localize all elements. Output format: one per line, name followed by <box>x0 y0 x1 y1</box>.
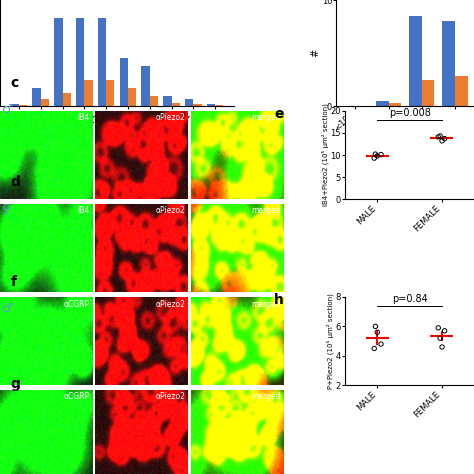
Text: h: h <box>274 293 284 307</box>
Text: αCGRP: αCGRP <box>64 392 90 401</box>
Bar <box>193 104 201 106</box>
Text: merged: merged <box>251 392 281 401</box>
Bar <box>84 80 92 106</box>
Text: p=0.84: p=0.84 <box>392 294 428 304</box>
Bar <box>119 57 128 106</box>
Text: e: e <box>274 107 284 121</box>
Text: ♂: ♂ <box>2 102 14 116</box>
Point <box>371 345 378 352</box>
Bar <box>409 16 422 106</box>
Point <box>441 135 448 142</box>
Bar <box>106 80 114 106</box>
Point <box>435 324 442 332</box>
Point <box>377 151 385 158</box>
X-axis label: area: area <box>394 143 416 153</box>
Text: αPiezo2: αPiezo2 <box>155 300 185 309</box>
Point <box>438 343 446 351</box>
Point <box>372 323 379 330</box>
Text: αPiezo2: αPiezo2 <box>155 207 185 216</box>
Point <box>371 155 378 162</box>
Bar <box>215 105 223 106</box>
Bar <box>41 99 49 106</box>
Point <box>437 334 444 342</box>
Bar <box>19 105 27 106</box>
Bar <box>163 96 172 106</box>
Text: ♂: ♂ <box>2 301 14 315</box>
Text: αPiezo2: αPiezo2 <box>155 113 185 122</box>
Bar <box>150 96 158 106</box>
Y-axis label: IB4+Piezo2 (10⁵ μm² section): IB4+Piezo2 (10⁵ μm² section) <box>322 103 329 207</box>
Text: c: c <box>10 76 18 90</box>
Bar <box>54 18 63 106</box>
Y-axis label: #: # <box>310 49 320 57</box>
Text: f: f <box>10 275 17 289</box>
Text: g: g <box>10 377 20 391</box>
Bar <box>32 89 41 106</box>
Bar <box>10 103 19 106</box>
Bar <box>422 80 435 106</box>
Text: αCGRP: αCGRP <box>64 300 90 309</box>
Bar <box>389 103 401 106</box>
Bar <box>442 21 455 106</box>
Text: ♀: ♀ <box>2 202 11 215</box>
Text: merged: merged <box>251 300 281 309</box>
Point <box>377 340 385 348</box>
Point <box>438 137 446 145</box>
Bar <box>76 18 84 106</box>
Text: p=0.008: p=0.008 <box>389 108 430 118</box>
Text: d: d <box>10 175 20 190</box>
Text: IB4: IB4 <box>78 113 90 122</box>
Text: b: b <box>302 0 312 1</box>
Bar <box>455 76 468 106</box>
Point <box>441 327 448 335</box>
Bar <box>207 103 215 106</box>
X-axis label: diameter: diameter <box>95 136 139 146</box>
Bar <box>128 89 136 106</box>
Text: merged: merged <box>251 113 281 122</box>
Text: IB4: IB4 <box>78 207 90 216</box>
Text: merged: merged <box>251 207 281 216</box>
Bar <box>376 101 389 106</box>
Bar <box>98 18 106 106</box>
Y-axis label: P+Piezo2 (10⁵ μm² section): P+Piezo2 (10⁵ μm² section) <box>327 293 334 389</box>
Point <box>372 150 379 158</box>
Point <box>374 152 381 160</box>
Point <box>435 133 442 141</box>
Bar <box>141 66 150 106</box>
Point <box>374 328 381 336</box>
Bar <box>185 99 193 106</box>
Bar <box>172 103 180 106</box>
Point <box>437 132 444 140</box>
Bar <box>63 93 71 106</box>
Text: αPiezo2: αPiezo2 <box>155 392 185 401</box>
